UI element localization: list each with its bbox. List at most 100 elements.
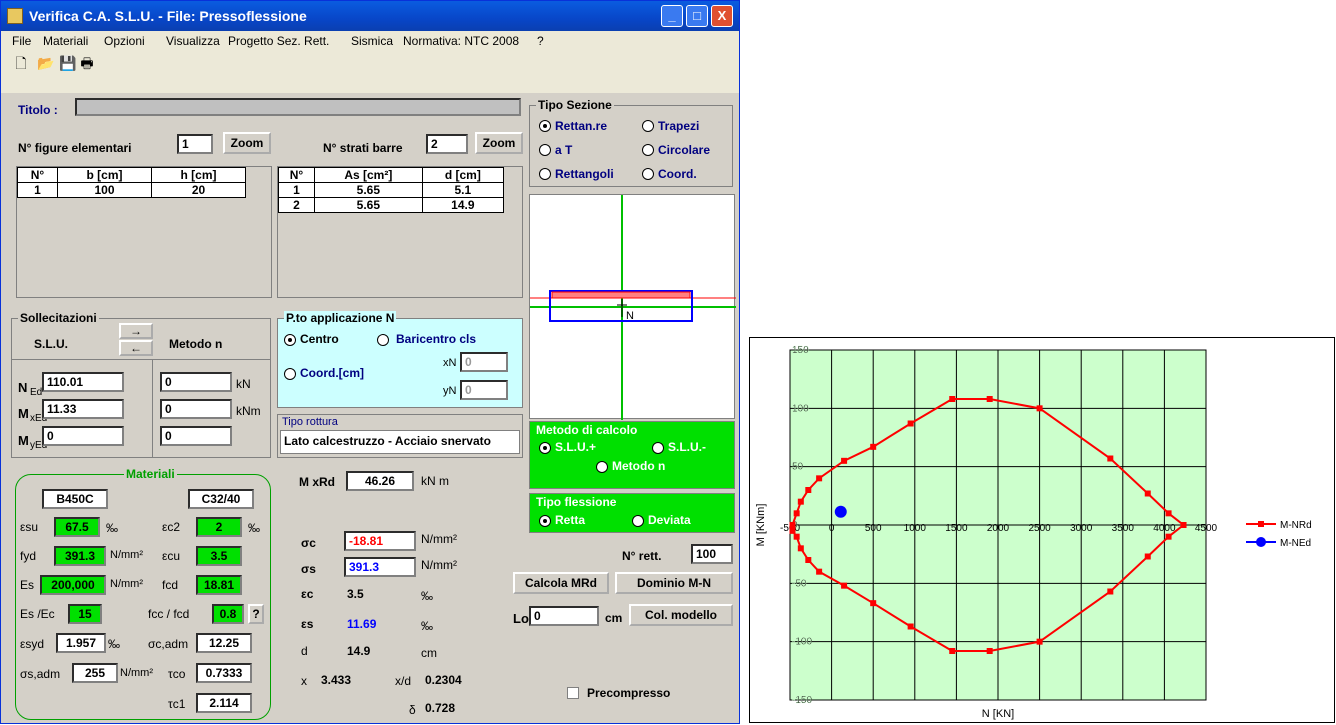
- concrete-class[interactable]: C32/40: [188, 489, 254, 509]
- myed-label: M: [18, 433, 29, 448]
- metodo-calcolo-group: Metodo di calcolo S.L.U.+ S.L.U.- Metodo…: [529, 421, 735, 489]
- menu-sismica[interactable]: Sismica: [351, 34, 394, 48]
- radio-slu-plus[interactable]: [539, 442, 551, 454]
- radio-trapezi[interactable]: [642, 120, 654, 132]
- table-cell[interactable]: 5.65: [314, 197, 423, 213]
- x-value: 3.433: [321, 673, 352, 687]
- x-tick-label: 0: [829, 523, 835, 534]
- radio-deviata[interactable]: [632, 515, 644, 527]
- es-value[interactable]: 200,000: [40, 575, 106, 595]
- y-tick-label: 50: [792, 462, 804, 473]
- arrow-right-button[interactable]: →: [119, 323, 153, 339]
- menu-opzioni[interactable]: Opzioni: [104, 34, 145, 48]
- radio-rettangolare[interactable]: [539, 120, 551, 132]
- ned-n-input[interactable]: 0: [160, 372, 232, 392]
- zoom-figure-button[interactable]: Zoom: [223, 132, 271, 154]
- radio-baricentro[interactable]: [377, 334, 389, 346]
- arrow-left-button[interactable]: ←: [119, 340, 153, 356]
- radio-slu-minus[interactable]: [652, 442, 664, 454]
- table-cell[interactable]: 14.9: [421, 197, 505, 213]
- data-point-M-NRd: [816, 475, 823, 482]
- fyd-value[interactable]: 391.3: [54, 546, 106, 566]
- menu-help[interactable]: ?: [537, 34, 544, 48]
- esyd-unit: ‰: [108, 637, 120, 651]
- menu-materiali[interactable]: Materiali: [43, 34, 89, 48]
- retta-label: Retta: [555, 513, 586, 527]
- table-cell[interactable]: 20: [151, 182, 246, 198]
- minimize-button[interactable]: _: [661, 5, 683, 27]
- menu-progetto[interactable]: Progetto Sez. Rett.: [228, 34, 330, 48]
- radio-label: a T: [555, 143, 573, 157]
- strati-count-input[interactable]: 2: [426, 134, 468, 154]
- coord-cm-label: Coord.[cm]: [300, 366, 364, 380]
- radio-rettangoli[interactable]: [539, 168, 551, 180]
- myed-n-input[interactable]: 0: [160, 426, 232, 446]
- table-cell[interactable]: 100: [57, 182, 152, 198]
- table-cell[interactable]: 5.65: [314, 182, 423, 198]
- mxed-n-input[interactable]: 0: [160, 399, 232, 419]
- col-modello-button[interactable]: Col. modello: [629, 604, 733, 626]
- esec-value[interactable]: 15: [68, 604, 102, 624]
- help-button[interactable]: ?: [248, 604, 264, 624]
- radio-a-t[interactable]: [539, 144, 551, 156]
- titolo-input[interactable]: [75, 98, 521, 116]
- table-cell[interactable]: 5.1: [421, 182, 505, 198]
- tipo-rottura-value: Lato calcestruzzo - Acciaio snervato: [280, 430, 520, 454]
- dominio-mn-button[interactable]: Dominio M-N: [615, 572, 733, 594]
- ssa-value[interactable]: 255: [72, 663, 118, 683]
- ecu-value[interactable]: 3.5: [196, 546, 242, 566]
- radio-coord[interactable]: [642, 168, 654, 180]
- ned-unit: kN: [236, 377, 251, 391]
- es-result-label: εs: [301, 617, 314, 631]
- table-cell[interactable]: 1: [278, 182, 315, 198]
- radio-circolare[interactable]: [642, 144, 654, 156]
- steel-class[interactable]: B450C: [42, 489, 108, 509]
- radio-coord-cm[interactable]: [284, 368, 296, 380]
- figure-table[interactable]: N° b [cm] h [cm] 1 100 20: [17, 167, 246, 198]
- yn-input[interactable]: 0: [460, 380, 508, 400]
- lo-input[interactable]: 0: [529, 606, 599, 626]
- new-file-icon[interactable]: 🗋: [15, 55, 27, 71]
- menu-visualizza[interactable]: Visualizza: [166, 34, 220, 48]
- table-cell[interactable]: 2: [278, 197, 315, 213]
- x-tick-label: 500: [865, 523, 882, 534]
- zoom-strati-button[interactable]: Zoom: [475, 132, 523, 154]
- tco-value[interactable]: 0.7333: [196, 663, 252, 683]
- myed-input[interactable]: 0: [42, 426, 124, 446]
- maximize-button[interactable]: □: [686, 5, 708, 27]
- radio-retta[interactable]: [539, 515, 551, 527]
- tc1-value[interactable]: 2.114: [196, 693, 252, 713]
- radio-centro[interactable]: [284, 334, 296, 346]
- precompresso-checkbox[interactable]: [567, 687, 579, 699]
- sca-value[interactable]: 12.25: [196, 633, 252, 653]
- legend-marker: [1258, 521, 1264, 527]
- section-view: N: [529, 194, 736, 420]
- print-icon[interactable]: 🖶: [80, 55, 94, 71]
- figure-count-input[interactable]: 1: [177, 134, 213, 154]
- xn-input[interactable]: 0: [460, 352, 508, 372]
- y-tick-label: -100: [792, 637, 812, 648]
- menu-normativa[interactable]: Normativa: NTC 2008: [403, 34, 520, 48]
- mxed-input[interactable]: 11.33: [42, 399, 124, 419]
- save-icon[interactable]: 💾: [59, 55, 77, 71]
- ssa-label: σs,adm: [20, 667, 61, 681]
- table-cell[interactable]: 1: [17, 182, 58, 198]
- fccfcd-value[interactable]: 0.8: [212, 604, 244, 624]
- menu-file[interactable]: File: [12, 34, 32, 48]
- ec2-value[interactable]: 2: [196, 517, 242, 537]
- data-point-M-NRd: [789, 527, 796, 534]
- metodo-n-option-label: Metodo n: [612, 459, 666, 473]
- close-button[interactable]: X: [711, 5, 733, 27]
- open-folder-icon[interactable]: 📂: [37, 55, 55, 71]
- ned-input[interactable]: 110.01: [42, 372, 124, 392]
- strati-table-area: N° As [cm²] d [cm] 1 5.65 5.1 2 5.65 14.9: [277, 166, 523, 298]
- data-point-M-NRd: [805, 487, 812, 493]
- fcd-value[interactable]: 18.81: [196, 575, 242, 595]
- xn-label: xN: [443, 357, 457, 369]
- calcola-mrd-button[interactable]: Calcola MRd: [513, 572, 609, 594]
- radio-metodo-n[interactable]: [596, 461, 608, 473]
- nrett-input[interactable]: 100: [691, 544, 733, 564]
- esu-value[interactable]: 67.5: [54, 517, 100, 537]
- esyd-value[interactable]: 1.957: [56, 633, 106, 653]
- strati-table[interactable]: N° As [cm²] d [cm] 1 5.65 5.1 2 5.65 14.9: [278, 167, 505, 213]
